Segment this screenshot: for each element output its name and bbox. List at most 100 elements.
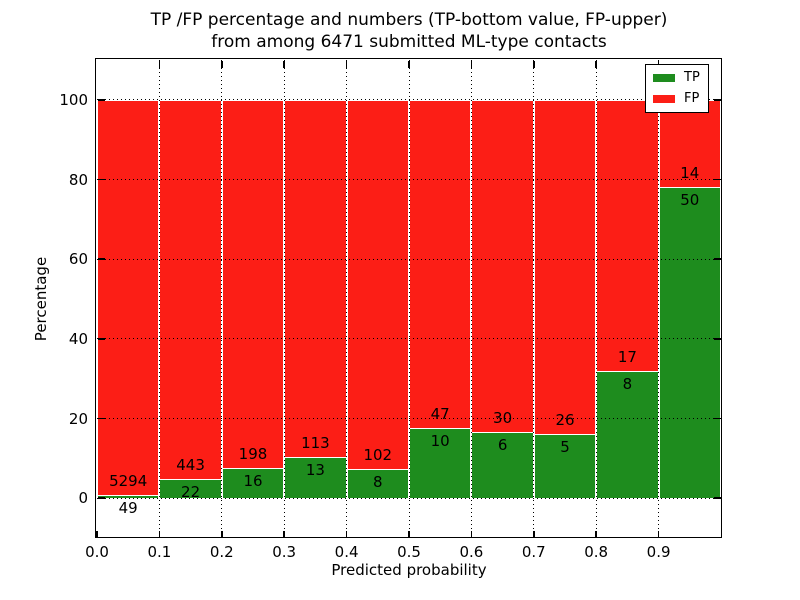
x-tick-mark-top [470, 60, 473, 68]
bar-tp-segment [409, 428, 472, 499]
gridline-x [158, 60, 160, 538]
fp-count-label: 443 [176, 456, 205, 475]
fp-count-label: 102 [363, 446, 393, 465]
y-tick-label: 60 [68, 250, 88, 269]
bar-tp-segment [284, 457, 347, 499]
tp-count-label: 50 [680, 190, 700, 209]
x-tick-mark [345, 530, 348, 538]
x-tick-mark [408, 530, 410, 538]
y-tick-mark-right [713, 417, 721, 420]
gridline-x [346, 60, 348, 538]
tp-count-label: 49 [118, 498, 138, 517]
x-tick-mark-top [283, 60, 285, 68]
bar-fp-segment [97, 99, 160, 495]
y-tick-label: 40 [68, 329, 88, 348]
y-tick-mark-right [713, 338, 721, 340]
x-tick-label: 0.4 [334, 543, 359, 561]
gridline-x [533, 60, 535, 538]
gridline-x [283, 60, 285, 538]
bar-fp-segment [221, 99, 285, 469]
y-tick-mark [97, 178, 105, 181]
gridline-x [408, 60, 410, 538]
y-tick-mark [97, 497, 105, 499]
x-tick-label: 0.2 [209, 543, 234, 561]
fp-count-label: 17 [617, 347, 637, 366]
x-tick-label: 0.9 [646, 543, 671, 561]
legend-fp-swatch-icon [653, 95, 675, 103]
y-tick-mark [97, 258, 105, 260]
y-tick-mark [97, 417, 105, 420]
tp-count-label: 22 [181, 483, 201, 502]
bar-fp-segment [159, 99, 222, 480]
y-tick-label: 80 [68, 170, 88, 189]
tp-count-label: 13 [305, 461, 325, 480]
bar-tp-segment [159, 479, 222, 499]
legend-item-tp: TP [653, 70, 700, 86]
x-tick-mark [96, 530, 98, 538]
y-tick-mark [97, 338, 105, 340]
tp-count-label: 8 [373, 473, 383, 492]
fp-count-label: 198 [238, 445, 268, 464]
tp-count-label: 16 [243, 472, 263, 491]
x-tick-label: 0.5 [397, 543, 421, 561]
gridline-x [470, 60, 472, 538]
bar-fp-segment [284, 99, 347, 458]
fp-count-label: 26 [555, 410, 575, 429]
bar-tp-segment [533, 433, 597, 499]
x-tick-label: 0.6 [459, 543, 484, 561]
tp-count-label: 6 [497, 435, 508, 454]
x-tick-mark [158, 530, 161, 538]
x-tick-label: 0.1 [147, 543, 172, 561]
fp-count-label: 47 [430, 405, 450, 424]
gridline-x [221, 60, 223, 538]
y-tick-mark-right [713, 497, 721, 499]
x-tick-mark [283, 530, 285, 538]
tp-count-label: 5 [560, 437, 570, 456]
x-tick-mark-top [533, 60, 535, 68]
y-tick-mark [97, 99, 105, 101]
chart-title-line2: from among 6471 submitted ML-type contac… [211, 32, 607, 52]
x-tick-mark [595, 530, 597, 538]
legend-fp-label: FP [684, 91, 700, 106]
y-tick-mark-right [713, 99, 721, 101]
fp-count-label: 113 [301, 434, 330, 453]
legend-tp-swatch-icon [653, 74, 675, 82]
x-tick-label: 0.3 [272, 543, 297, 561]
gridline-x [595, 60, 597, 538]
y-tick-mark-right [713, 178, 721, 181]
bar-fp-segment [533, 99, 597, 434]
bar-tp-segment [346, 469, 409, 499]
x-tick-mark-top [345, 60, 348, 68]
bar-fp-segment [409, 99, 472, 429]
legend-tp-label: TP [684, 70, 700, 85]
x-tick-label: 0.7 [521, 543, 546, 561]
bar-tp-segment [471, 431, 534, 499]
x-tick-mark [657, 530, 660, 538]
fp-count-label: 5294 [109, 471, 148, 490]
bar-tp-segment [596, 370, 659, 499]
x-tick-mark-top [595, 60, 597, 68]
x-tick-mark [470, 530, 473, 538]
bar-fp-segment [471, 99, 534, 432]
tp-count-label: 8 [622, 374, 633, 393]
fp-count-label: 30 [493, 408, 513, 427]
x-axis-label: Predicted probability [331, 561, 487, 579]
x-tick-mark [221, 530, 223, 538]
bar-fp-segment [346, 99, 409, 470]
bar-tp-segment [221, 468, 285, 499]
x-tick-mark-top [408, 60, 410, 68]
tp-count-label: 10 [430, 432, 450, 451]
x-tick-label: 0.8 [584, 543, 609, 561]
fp-count-label: 14 [680, 163, 700, 182]
y-tick-label: 100 [59, 90, 88, 109]
x-tick-mark [533, 530, 535, 538]
bar-tp-segment [658, 186, 721, 499]
legend: TP FP [645, 64, 709, 113]
legend-item-fp: FP [653, 91, 700, 107]
y-axis-label: Percentage [32, 256, 50, 342]
bar-tp-segment [97, 494, 160, 499]
x-tick-label: 0.0 [85, 543, 109, 561]
y-tick-label: 20 [68, 409, 88, 428]
x-tick-mark-top [221, 60, 223, 68]
